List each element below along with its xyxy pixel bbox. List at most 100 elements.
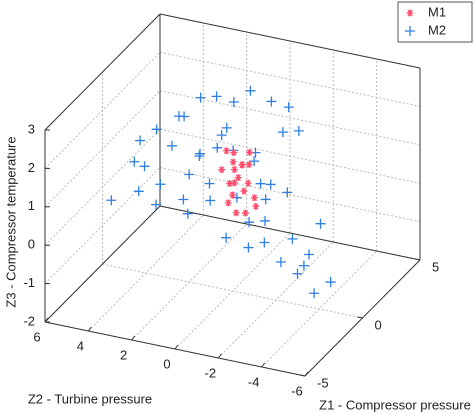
point bbox=[259, 237, 270, 248]
point bbox=[231, 179, 239, 187]
point bbox=[195, 92, 206, 103]
point bbox=[212, 142, 223, 153]
legend-label: M2 bbox=[428, 22, 446, 37]
grid-line bbox=[159, 51, 421, 107]
x-tick-label: -5 bbox=[317, 375, 329, 390]
grid-line bbox=[131, 223, 248, 341]
point bbox=[151, 199, 161, 210]
point bbox=[265, 179, 276, 190]
point bbox=[298, 260, 309, 271]
tick-mark bbox=[44, 317, 49, 323]
point bbox=[244, 179, 252, 187]
point bbox=[250, 194, 258, 202]
point bbox=[287, 233, 298, 244]
point bbox=[139, 161, 150, 172]
tick-mark bbox=[87, 326, 92, 332]
point bbox=[249, 156, 260, 167]
tick-mark bbox=[174, 344, 179, 350]
z-tick-label: 1 bbox=[28, 198, 35, 213]
grid-line bbox=[217, 241, 334, 359]
z-tick-label: -1 bbox=[23, 275, 35, 290]
point bbox=[221, 122, 232, 133]
grid-line bbox=[261, 250, 378, 368]
point bbox=[229, 191, 236, 199]
x-tick-label: 0 bbox=[375, 317, 382, 332]
point bbox=[240, 187, 248, 195]
point bbox=[182, 208, 193, 219]
point bbox=[226, 180, 234, 188]
grid-line bbox=[159, 128, 421, 184]
z-axis-label: Z3 - Compressor temperature bbox=[3, 136, 18, 307]
point bbox=[228, 97, 239, 108]
point bbox=[129, 156, 140, 167]
point bbox=[245, 161, 253, 169]
point bbox=[174, 111, 184, 122]
point bbox=[205, 195, 216, 206]
x-tick-label: 5 bbox=[432, 259, 439, 274]
tick-mark bbox=[414, 258, 421, 261]
grid-line bbox=[44, 52, 161, 169]
point bbox=[151, 124, 162, 135]
point bbox=[309, 288, 320, 299]
grid-line bbox=[87, 214, 204, 332]
grid-line bbox=[159, 167, 421, 223]
z-tick-label: 2 bbox=[28, 160, 35, 175]
grid: -2 -1 0 1 2 3 -6 -4 -2 0 2 4 6 -5 0 5 bbox=[23, 13, 439, 398]
y-tick-label: 2 bbox=[120, 347, 127, 362]
y-tick-label: 0 bbox=[163, 356, 170, 371]
point bbox=[315, 218, 326, 229]
point bbox=[252, 202, 260, 210]
point bbox=[106, 195, 117, 206]
point bbox=[224, 199, 232, 207]
axis-line bbox=[44, 205, 161, 323]
point bbox=[221, 232, 232, 243]
point bbox=[255, 178, 266, 189]
tick-mark bbox=[261, 362, 266, 368]
point bbox=[266, 96, 277, 107]
point bbox=[232, 209, 240, 217]
y-tick-label: -4 bbox=[248, 374, 260, 389]
axis-line bbox=[159, 13, 421, 69]
y-tick-label: 4 bbox=[77, 338, 84, 353]
legend-label: M1 bbox=[428, 4, 446, 19]
point bbox=[245, 85, 256, 96]
point bbox=[325, 277, 336, 288]
point bbox=[155, 179, 166, 190]
point bbox=[242, 209, 249, 217]
x-axis-label: Z1 - Compressor pressure bbox=[319, 397, 471, 412]
y-axis-label: Z2 - Turbine pressure bbox=[28, 391, 152, 406]
point bbox=[230, 166, 238, 174]
point bbox=[275, 256, 286, 267]
point bbox=[166, 140, 177, 151]
point bbox=[218, 166, 226, 174]
point bbox=[184, 169, 195, 180]
point bbox=[194, 151, 205, 162]
legend-marker bbox=[405, 26, 415, 36]
points bbox=[106, 85, 336, 299]
point bbox=[304, 249, 314, 260]
point bbox=[216, 130, 227, 141]
grid-line bbox=[44, 90, 161, 208]
tick-mark bbox=[304, 371, 309, 377]
point bbox=[178, 194, 189, 205]
point bbox=[245, 148, 253, 156]
z-tick-label: -2 bbox=[23, 313, 35, 328]
tick-mark bbox=[299, 374, 306, 377]
point bbox=[133, 186, 144, 197]
axis-line bbox=[159, 205, 421, 261]
point bbox=[222, 147, 230, 155]
grid-line bbox=[44, 128, 161, 246]
point bbox=[234, 174, 242, 182]
legend-marker bbox=[406, 9, 414, 17]
point bbox=[204, 178, 215, 189]
point bbox=[260, 215, 270, 226]
point bbox=[211, 91, 222, 102]
point bbox=[229, 158, 237, 166]
z-tick-label: 3 bbox=[28, 121, 35, 136]
point bbox=[244, 217, 255, 228]
point bbox=[293, 125, 304, 136]
tick-mark bbox=[131, 335, 136, 341]
